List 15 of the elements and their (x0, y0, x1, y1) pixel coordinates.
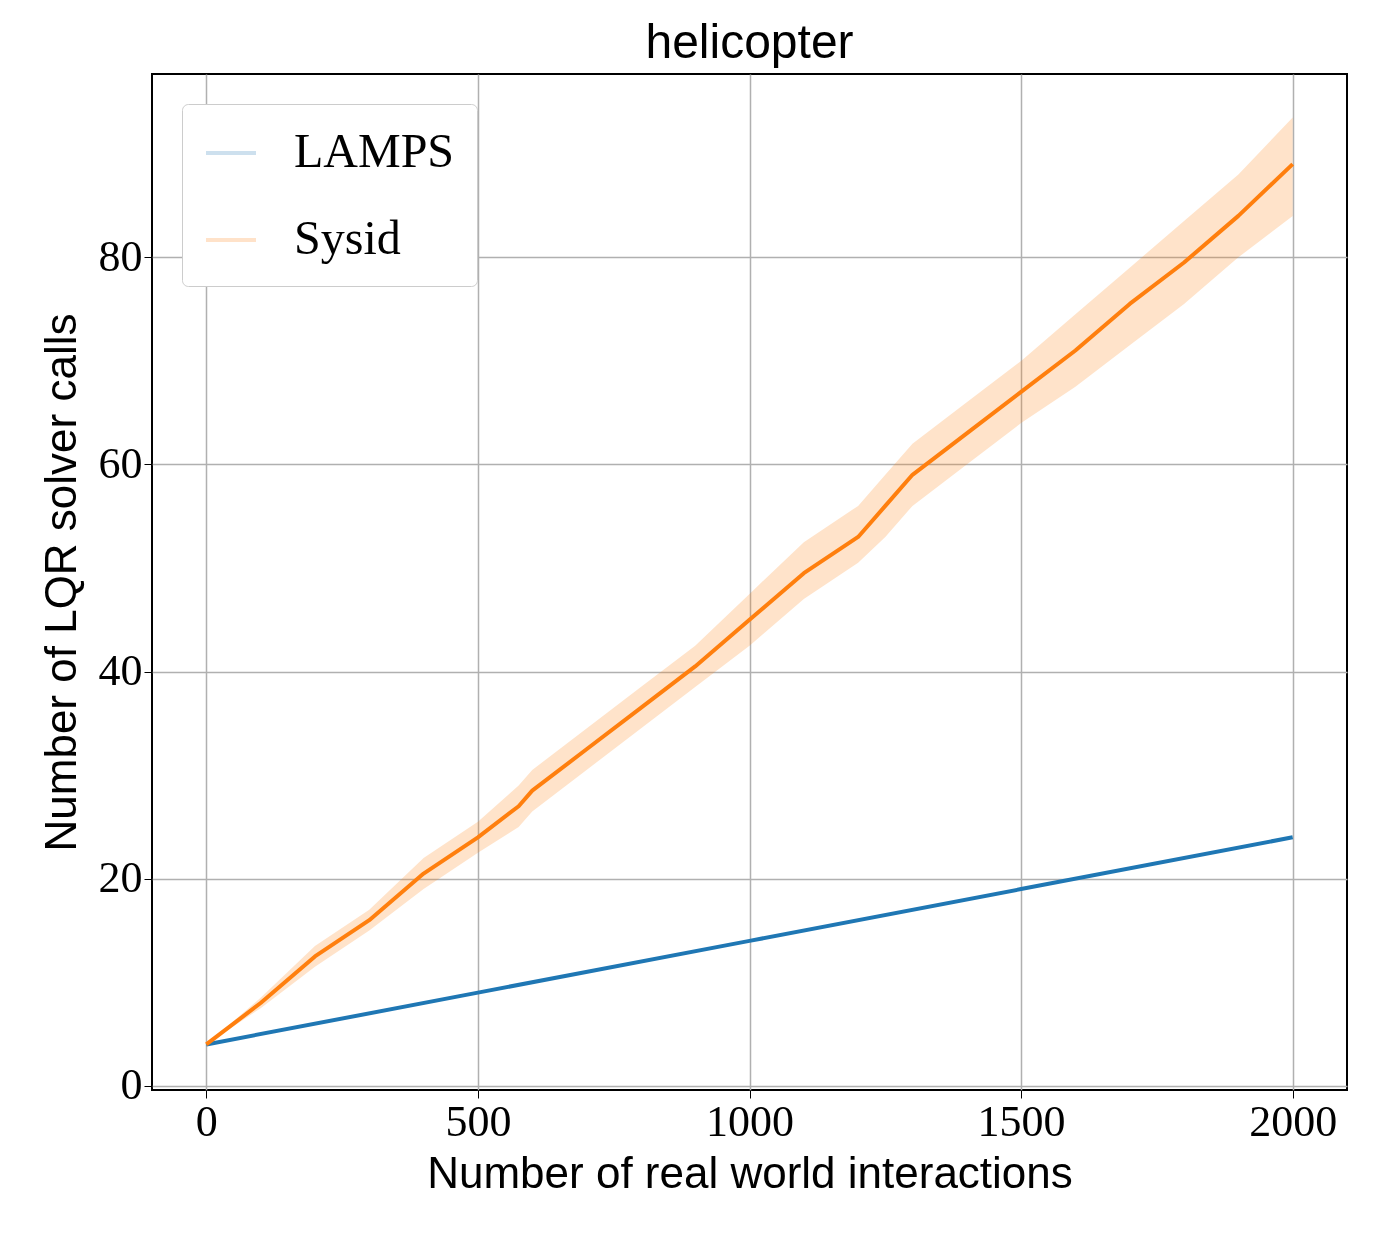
legend-label: Sysid (294, 211, 401, 264)
y-tick-label: 60 (98, 438, 143, 488)
y-tick-label: 80 (98, 231, 143, 281)
x-tick-label: 1000 (706, 1096, 794, 1146)
x-tick-label: 0 (195, 1096, 218, 1146)
x-tick-label: 2000 (1249, 1096, 1338, 1146)
y-tick-label: 20 (98, 853, 143, 903)
chart-title: helicopter (645, 15, 854, 68)
x-axis-title: Number of real world interactions (427, 1147, 1073, 1197)
x-tick-label: 500 (445, 1096, 512, 1146)
y-axis-title: Number of LQR solver calls (35, 313, 85, 852)
y-tick-label: 0 (120, 1060, 143, 1110)
x-tick-label: 1500 (977, 1096, 1066, 1146)
y-tick-label: 40 (98, 646, 143, 696)
legend-label: LAMPS (294, 124, 455, 177)
